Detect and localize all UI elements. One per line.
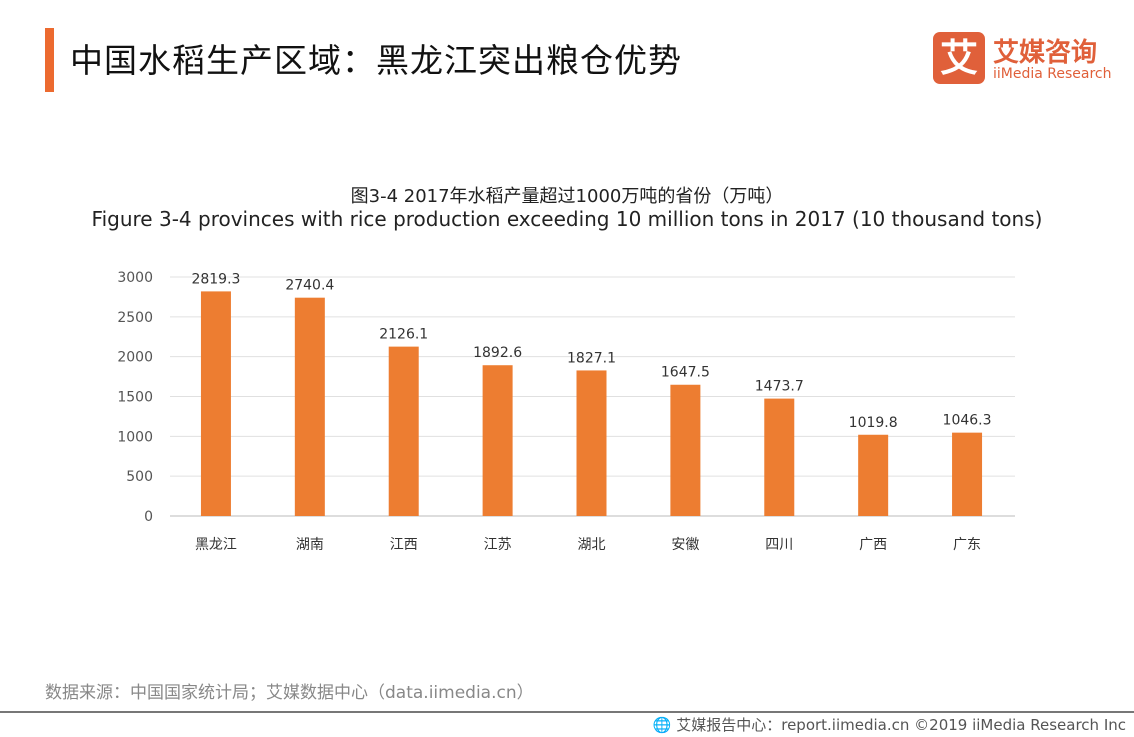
logo: 艾 艾媒咨询 iiMedia Research bbox=[933, 32, 1113, 86]
x-tick-label: 安徽 bbox=[671, 537, 699, 553]
footer-divider bbox=[0, 711, 1134, 713]
bar bbox=[576, 370, 607, 516]
x-tick-label: 四川 bbox=[765, 537, 793, 553]
source-note: 数据来源：中国国家统计局；艾媒数据中心（data.iimedia.cn） bbox=[45, 683, 534, 703]
data-label: 1046.3 bbox=[943, 413, 992, 429]
logo-text-cn: 艾媒咨询 bbox=[993, 38, 1098, 68]
data-label: 1019.8 bbox=[849, 415, 898, 431]
logo-mark: 艾 bbox=[933, 32, 985, 84]
data-label: 1473.7 bbox=[755, 379, 804, 395]
bar bbox=[200, 291, 231, 516]
chart-subtitle: Figure 3-4 provinces with rice productio… bbox=[91, 207, 1043, 231]
y-tick-label: 0 bbox=[144, 509, 153, 525]
y-tick-label: 2500 bbox=[117, 310, 153, 326]
bar bbox=[952, 432, 983, 516]
bar bbox=[764, 398, 795, 516]
y-tick-label: 3000 bbox=[117, 270, 153, 286]
x-tick-label: 江苏 bbox=[484, 537, 512, 553]
bar bbox=[388, 346, 419, 516]
x-tick-label: 广东 bbox=[953, 537, 981, 553]
data-label: 1892.6 bbox=[473, 345, 522, 361]
x-tick-label: 黑龙江 bbox=[195, 537, 237, 553]
y-tick-label: 1500 bbox=[117, 390, 153, 406]
x-tick-label: 湖北 bbox=[578, 537, 606, 553]
y-tick-label: 500 bbox=[126, 469, 153, 485]
bar bbox=[294, 297, 325, 516]
bar bbox=[858, 434, 889, 516]
x-tick-label: 江西 bbox=[390, 537, 418, 553]
y-tick-label: 2000 bbox=[117, 350, 153, 366]
bar bbox=[482, 365, 513, 516]
data-label: 2819.3 bbox=[191, 271, 240, 287]
chart-title: 图3-4 2017年水稻产量超过1000万吨的省份（万吨） bbox=[350, 186, 784, 207]
x-tick-label: 广西 bbox=[859, 537, 887, 553]
bar bbox=[670, 384, 701, 516]
y-tick-label: 1000 bbox=[117, 429, 153, 445]
page-title: 中国水稻生产区域：黑龙江突出粮仓优势 bbox=[70, 41, 682, 80]
data-label: 1827.1 bbox=[567, 350, 616, 366]
logo-text-en: iiMedia Research bbox=[993, 66, 1112, 82]
data-label: 2126.1 bbox=[379, 327, 428, 343]
data-label: 2740.4 bbox=[285, 278, 334, 294]
x-tick-label: 湖南 bbox=[296, 537, 324, 553]
footer-text: 🌐 艾媒报告中心：report.iimedia.cn ©2019 iiMedia… bbox=[652, 716, 1126, 734]
data-label: 1647.5 bbox=[661, 365, 710, 381]
title-accent-bar bbox=[45, 28, 54, 92]
